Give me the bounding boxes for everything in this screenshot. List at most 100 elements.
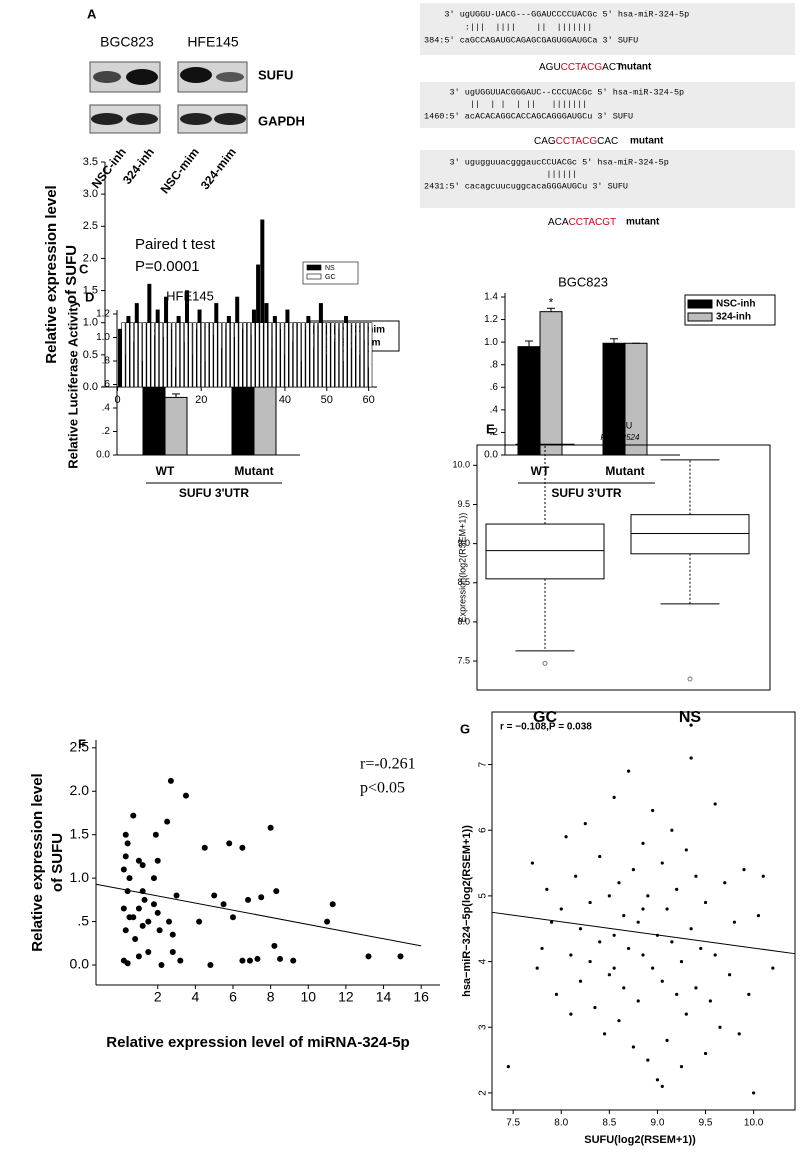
x-tick-label: 16 [413,989,429,1005]
y-tick-label: 7.5 [457,655,470,665]
annotation: P=0.0001 [135,258,200,275]
bar [359,322,364,388]
x-tick-label: GC [533,709,557,726]
y-tick-label: 1.2 [484,314,498,325]
point [141,896,148,903]
point [220,901,227,908]
bar [326,322,331,388]
point [156,927,163,934]
point [689,723,693,727]
point [646,894,650,898]
point [258,894,265,901]
y-tick-label: .4 [102,403,111,414]
x-tick-label: 0 [114,394,120,406]
point [708,999,712,1003]
point [598,854,602,859]
bar [150,322,155,388]
seq: ACT [602,62,622,73]
alignment-line: || | | | || ||||||| [424,99,587,109]
point [545,887,549,891]
y-tick-label: 2.5 [83,220,98,232]
point [124,960,131,967]
panel-label: A [87,6,97,21]
seq: ACA [548,217,569,228]
point [684,1012,688,1016]
mutant-label: mutant [630,136,664,147]
point [636,999,640,1003]
bar [368,322,373,388]
point [177,957,184,964]
bar [159,322,164,388]
mutant-sequence: CAGCCTACGCAC [534,136,618,147]
legend-swatch [687,299,713,309]
y-tick-label: 1.0 [96,332,110,343]
point [588,900,592,905]
point [164,818,171,825]
point [665,1038,669,1042]
y-tick-label: .6 [490,382,499,393]
bar [280,322,285,388]
point [158,962,165,969]
bar [133,322,138,388]
point [530,861,535,865]
point [169,948,176,955]
bar [171,322,176,388]
point [631,868,636,872]
alignment-line: 3' ugUGGUUACGGGAUC--CCCUACGc 5' hsa-miR-… [424,87,684,97]
y-tick-label: 3.0 [83,188,98,200]
annotation: r = −0.108,P = 0.038 [500,722,592,733]
x-tick-label: 9.0 [650,1118,664,1129]
bar [251,322,256,388]
trend-line [95,883,422,947]
x-tick-label: 8 [267,989,275,1005]
point [139,862,146,869]
x-tick-label: 50 [321,394,333,406]
point [607,894,611,898]
bar [355,322,360,388]
band [180,113,212,125]
point [699,946,703,951]
y-tick-label: .2 [490,427,499,438]
point [756,913,761,918]
point [169,931,176,938]
point [120,905,127,912]
point [713,802,717,806]
point [747,992,751,997]
point [145,918,152,925]
point [694,986,698,990]
point [290,957,297,964]
band [180,67,212,83]
x-tick-label: 40 [279,394,291,406]
bar [351,322,356,388]
bar [364,322,369,388]
alignment-box [420,3,795,55]
point [675,887,679,891]
seq: CAG [534,136,556,147]
point [578,979,583,983]
point [727,973,732,977]
bar [267,322,272,388]
x-axis-label: SUFU 3'UTR [179,486,250,500]
point [626,946,631,951]
seq: CAC [597,136,618,147]
bar [330,322,335,388]
panel-a: BGC823 HFE145 SUFU GAPDH NSC-inh 324-inh… [89,34,305,197]
bar [129,322,134,388]
x-tick-label: 8.5 [602,1118,616,1129]
x-tick-label: 6 [229,989,237,1005]
point [145,948,152,955]
x-tick-label: 4 [191,989,199,1005]
y-tick-label: 9.5 [457,499,470,509]
bar [309,322,314,388]
y-tick-label: 3 [478,1024,489,1030]
bar [188,322,193,388]
bar [221,322,226,388]
box [485,523,605,580]
cell-line: HFE145 [187,34,239,50]
legend-label: GC [325,274,336,281]
x-tick-label: 8.0 [554,1118,568,1129]
panel-label: F [78,736,86,751]
y-tick-label: .8 [102,356,111,367]
bar [213,322,218,388]
y-tick-label: .8 [490,359,499,370]
